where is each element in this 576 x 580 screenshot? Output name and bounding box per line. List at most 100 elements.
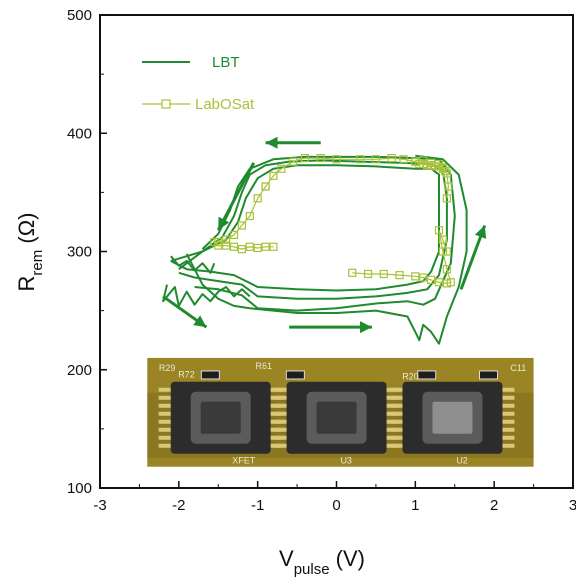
labosat-point	[316, 153, 325, 163]
smd-resistor	[479, 370, 499, 380]
x-axis-title-main: V	[279, 546, 294, 571]
labosat-point	[261, 242, 270, 251]
labosat-point	[269, 171, 278, 180]
chip-pin	[502, 411, 515, 416]
y-tick-label: 500	[67, 7, 92, 24]
lbt-loop-5	[162, 284, 251, 307]
labosat-point	[300, 153, 310, 163]
labosat-point	[363, 269, 373, 279]
labosat-point	[237, 221, 246, 230]
lbt-loop-1	[170, 164, 440, 292]
chip-pin	[274, 395, 287, 400]
lbt-loop-4	[185, 154, 468, 345]
x-axis-title: Vpulse (V)	[279, 546, 365, 578]
chip-pin	[390, 443, 403, 448]
labosat-point	[371, 155, 381, 164]
y-tick-label: 200	[67, 362, 92, 379]
x-tick-label: 1	[411, 497, 419, 514]
x-tick-label: 2	[490, 497, 498, 514]
arrow-shaft-2	[216, 162, 256, 231]
smd-resistor	[417, 370, 437, 380]
chip-pin	[158, 411, 171, 416]
arrow-head-3	[193, 315, 207, 328]
lbt-loop-6	[170, 255, 216, 274]
chip-pin	[390, 403, 403, 408]
board-label: XFET	[232, 455, 256, 465]
chip-pin	[158, 443, 171, 448]
labosat-point	[253, 243, 262, 253]
smd-resistor	[200, 370, 220, 380]
chip-pin	[502, 427, 515, 432]
labosat-point	[237, 245, 246, 254]
x-tick-label: -2	[172, 497, 185, 514]
chip-pin	[274, 443, 287, 448]
chip-pin	[502, 395, 515, 400]
arrow-head-4	[359, 321, 372, 334]
labosat-point	[269, 242, 278, 251]
series-layer	[162, 153, 468, 345]
chip-pin	[274, 435, 287, 440]
labosat-point	[395, 271, 404, 280]
y-tick-label: 100	[67, 480, 92, 497]
labosat-point	[261, 182, 270, 191]
labosat-point	[245, 211, 254, 221]
labosat-point	[229, 230, 239, 240]
chip-pin	[158, 435, 171, 440]
chip-pin	[158, 403, 171, 408]
chip-pin	[274, 411, 287, 416]
chip-pin	[158, 419, 171, 424]
board-label: R20	[402, 372, 419, 382]
labosat-point	[411, 272, 420, 281]
board-label: C11	[510, 363, 526, 373]
legend-label-2: LabOSat	[195, 96, 255, 113]
board-label: R61	[255, 361, 272, 371]
y-axis-title-main: R	[14, 276, 39, 292]
chip-core-3	[432, 401, 473, 434]
chip-pin	[390, 435, 403, 440]
labosat-point	[446, 278, 455, 287]
x-tick-label: 3	[569, 497, 576, 514]
chip-pin	[274, 387, 287, 392]
labosat-point	[434, 278, 444, 287]
labosat-point	[442, 265, 451, 274]
labosat-point	[387, 153, 396, 163]
labosat-point	[427, 275, 436, 284]
arrow-head-1	[265, 136, 278, 149]
labosat-point	[419, 273, 428, 282]
chip-pin	[502, 403, 515, 408]
axis-ticks: -3 -2 -1 0 1 2 3 100 200 300 400 500	[67, 7, 576, 514]
chip-pin	[158, 395, 171, 400]
chip-pin	[390, 419, 403, 424]
labosat-point	[399, 155, 408, 164]
labosat-point	[253, 194, 262, 203]
labosat-point	[348, 268, 357, 277]
labosat-point	[289, 157, 298, 166]
labosat-point	[441, 166, 450, 176]
chip-core-1	[200, 401, 241, 434]
labosat-point	[277, 164, 286, 173]
legend-marker-2	[161, 99, 171, 109]
chip-pin	[158, 427, 171, 432]
board-label: R72	[178, 370, 195, 380]
chip-pin	[390, 387, 403, 392]
chip-pin	[274, 419, 287, 424]
y-axis-title: Rrem (Ω)	[14, 213, 46, 292]
chip-pin	[390, 395, 403, 400]
x-axis-title-sub: pulse	[294, 561, 330, 578]
labosat-point	[442, 247, 451, 256]
labosat-line-3	[352, 229, 452, 285]
labosat-point	[332, 155, 341, 164]
lbt-loop-3	[194, 155, 456, 312]
labosat-point	[229, 242, 239, 251]
board-label: U2	[456, 455, 468, 465]
board-label: R29	[159, 363, 176, 373]
legend: LBT LabOSat	[142, 54, 255, 113]
labosat-point	[442, 194, 451, 203]
x-axis-title-unit: (V)	[330, 546, 365, 571]
labosat-point	[222, 241, 231, 250]
labosat-point	[356, 155, 365, 164]
chip-pin	[502, 419, 515, 424]
labosat-point	[245, 242, 254, 251]
labosat-point	[438, 235, 448, 244]
